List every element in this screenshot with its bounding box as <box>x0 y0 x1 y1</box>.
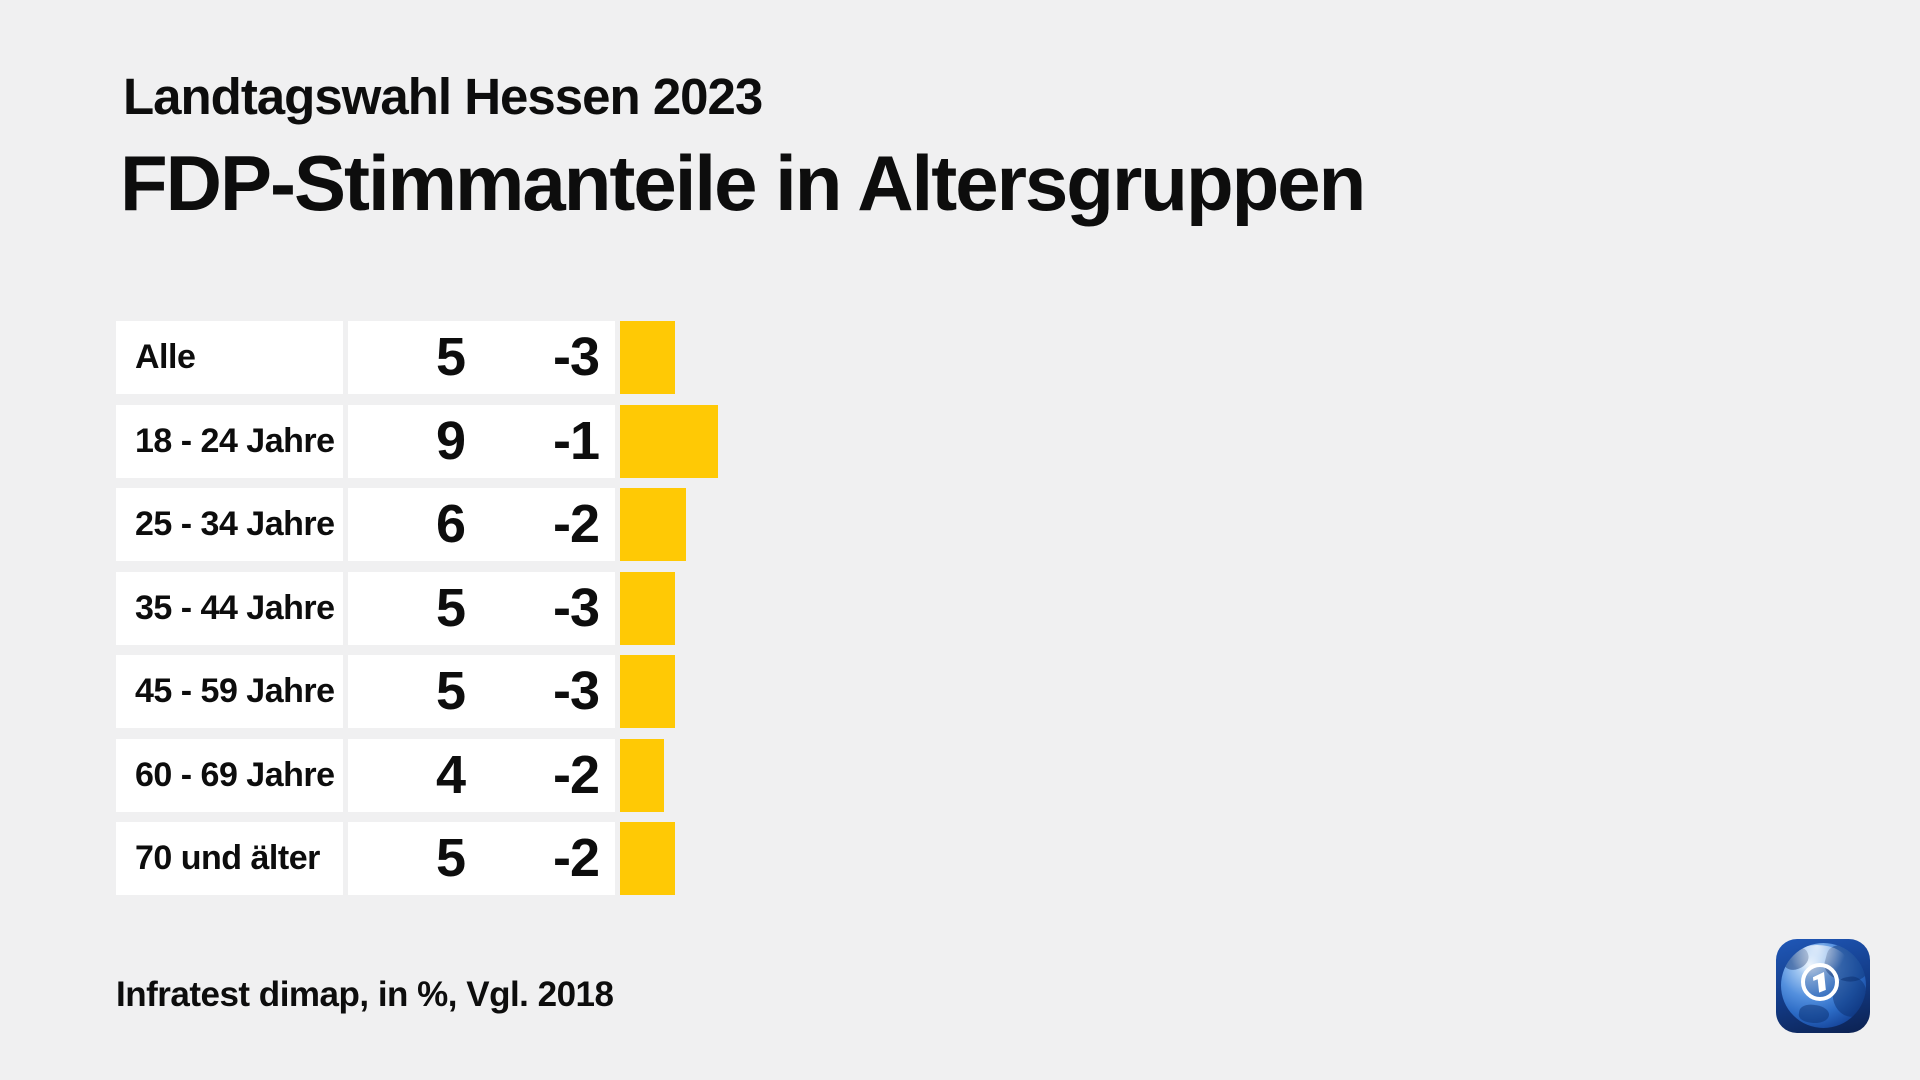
age-group-label: 70 und älter <box>135 839 320 877</box>
value-bar <box>620 488 686 561</box>
page-title: FDP-Stimmanteile in Altersgruppen <box>120 139 1366 227</box>
value-change: -2 <box>552 494 600 554</box>
age-group-label-cell: 70 und älter <box>116 822 343 895</box>
age-group-label-cell: 18 - 24 Jahre <box>116 404 343 478</box>
age-group-label: 35 - 44 Jahre <box>135 588 335 627</box>
table-row: 35 - 44 Jahre 5 -3 <box>116 571 718 645</box>
values-cell: 5 -3 <box>348 655 615 728</box>
age-group-label-cell: 25 - 34 Jahre <box>116 488 343 561</box>
ard-ring-icon <box>1801 963 1839 1001</box>
table-row: Alle 5 -3 <box>116 321 718 394</box>
values-cell: 5 -3 <box>348 571 615 645</box>
table-row: 70 und älter 5 -2 <box>116 822 718 895</box>
value-bar <box>620 655 675 728</box>
age-group-label-cell: Alle <box>116 321 343 394</box>
ard-one-icon <box>1812 972 1826 993</box>
value-change: -3 <box>552 577 600 638</box>
value-current: 5 <box>435 327 466 387</box>
value-bar <box>620 822 675 895</box>
kicker: Landtagswahl Hessen 2023 <box>123 68 763 125</box>
values-cell: 5 -2 <box>348 822 615 895</box>
age-group-label: 25 - 34 Jahre <box>135 505 335 543</box>
values-cell: 6 -2 <box>348 488 615 561</box>
value-current: 6 <box>435 494 466 554</box>
value-bar <box>620 571 675 645</box>
table-row: 18 - 24 Jahre 9 -1 <box>116 404 718 478</box>
value-bar <box>620 321 675 394</box>
value-change: -1 <box>552 410 600 471</box>
value-change: -3 <box>552 661 600 721</box>
value-current: 5 <box>435 661 466 721</box>
value-current: 9 <box>435 410 466 471</box>
value-current: 5 <box>435 577 466 638</box>
table-row: 60 - 69 Jahre 4 -2 <box>116 738 718 812</box>
value-change: -3 <box>552 327 600 387</box>
table-row: 25 - 34 Jahre 6 -2 <box>116 488 718 561</box>
values-cell: 9 -1 <box>348 404 615 478</box>
values-cell: 5 -3 <box>348 321 615 394</box>
value-change: -2 <box>552 744 600 805</box>
globe-icon <box>1781 943 1866 1028</box>
age-group-label: 60 - 69 Jahre <box>135 755 335 794</box>
values-cell: 4 -2 <box>348 738 615 812</box>
age-group-label: 18 - 24 Jahre <box>135 421 335 460</box>
ard-logo <box>1776 939 1870 1033</box>
age-group-label-cell: 60 - 69 Jahre <box>116 738 343 812</box>
age-table: Alle 5 -3 18 - 24 Jahre 9 -1 25 - 34 Jah… <box>116 321 718 895</box>
age-group-label-cell: 35 - 44 Jahre <box>116 571 343 645</box>
value-current: 5 <box>435 828 466 888</box>
landmass-shape <box>1797 1003 1831 1025</box>
value-change: -2 <box>552 828 600 888</box>
value-current: 4 <box>435 744 466 805</box>
age-group-label: Alle <box>135 338 196 376</box>
age-group-label: 45 - 59 Jahre <box>135 672 335 710</box>
value-bar <box>620 404 718 478</box>
source-note: Infratest dimap, in %, Vgl. 2018 <box>116 975 614 1014</box>
age-group-label-cell: 45 - 59 Jahre <box>116 655 343 728</box>
value-bar <box>620 738 664 812</box>
table-row: 45 - 59 Jahre 5 -3 <box>116 655 718 728</box>
